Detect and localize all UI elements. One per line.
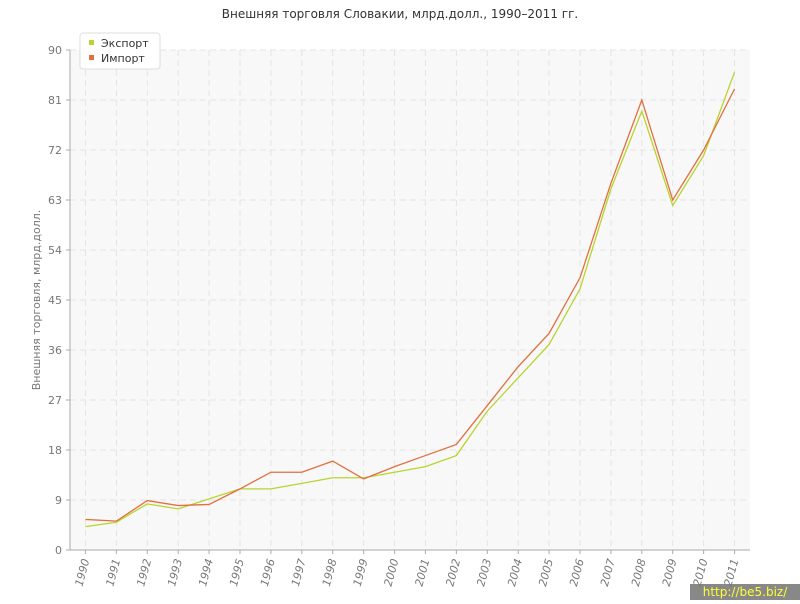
x-tick-label: 2005 xyxy=(536,557,556,587)
legend-box xyxy=(79,32,161,70)
y-tick-label: 36 xyxy=(48,344,62,357)
y-tick-label: 81 xyxy=(48,94,62,107)
x-tick-label: 1994 xyxy=(196,557,216,587)
y-tick-label: 63 xyxy=(48,194,62,207)
x-tick-label: 1995 xyxy=(227,557,247,587)
x-tick-label: 1996 xyxy=(258,557,278,587)
y-tick-label: 54 xyxy=(48,244,62,257)
y-tick-label: 27 xyxy=(48,394,62,407)
series-line xyxy=(85,71,736,528)
x-tick-label: 2001 xyxy=(413,557,433,587)
x-tick-label: 2000 xyxy=(382,557,402,587)
x-tick-label: 1997 xyxy=(289,557,309,587)
watermark-bg xyxy=(690,584,800,600)
y-axis-label: Внешняя торговля, млрд.долл. xyxy=(30,210,43,391)
x-tick-label: 2010 xyxy=(691,557,711,587)
x-tick-label: 1992 xyxy=(134,557,154,587)
x-tick-label: 2007 xyxy=(598,557,618,587)
x-tick-label: 1999 xyxy=(351,557,371,587)
x-tick-label: 2002 xyxy=(443,557,463,587)
legend-swatch xyxy=(89,40,94,45)
x-tick-label: 2004 xyxy=(505,557,525,587)
y-tick-label: 18 xyxy=(48,444,62,457)
x-tick-label: 1990 xyxy=(73,557,93,587)
y-tick-label: 9 xyxy=(55,494,62,507)
x-tick-label: 2006 xyxy=(567,557,587,587)
series-line xyxy=(85,88,736,522)
legend-label: Экспорт xyxy=(101,37,149,50)
x-tick-label: 1991 xyxy=(103,557,123,587)
legend-swatch xyxy=(89,55,94,60)
watermark: http://be5.biz/ xyxy=(703,585,788,599)
x-tick-label: 2009 xyxy=(660,557,680,587)
y-tick-label: 72 xyxy=(48,144,62,157)
x-tick-label: 2003 xyxy=(474,557,494,587)
x-tick-label: 2011 xyxy=(722,557,742,587)
x-tick-label: 1993 xyxy=(165,557,185,587)
legend-label: Импорт xyxy=(101,52,145,65)
y-tick-label: 90 xyxy=(48,44,62,57)
y-tick-label: 0 xyxy=(55,544,62,557)
y-tick-label: 45 xyxy=(48,294,62,307)
x-tick-label: 2008 xyxy=(629,557,649,587)
x-tick-label: 1998 xyxy=(320,557,340,587)
chart-title: Внешняя торговля Словакии, млрд.долл., 1… xyxy=(222,7,578,21)
